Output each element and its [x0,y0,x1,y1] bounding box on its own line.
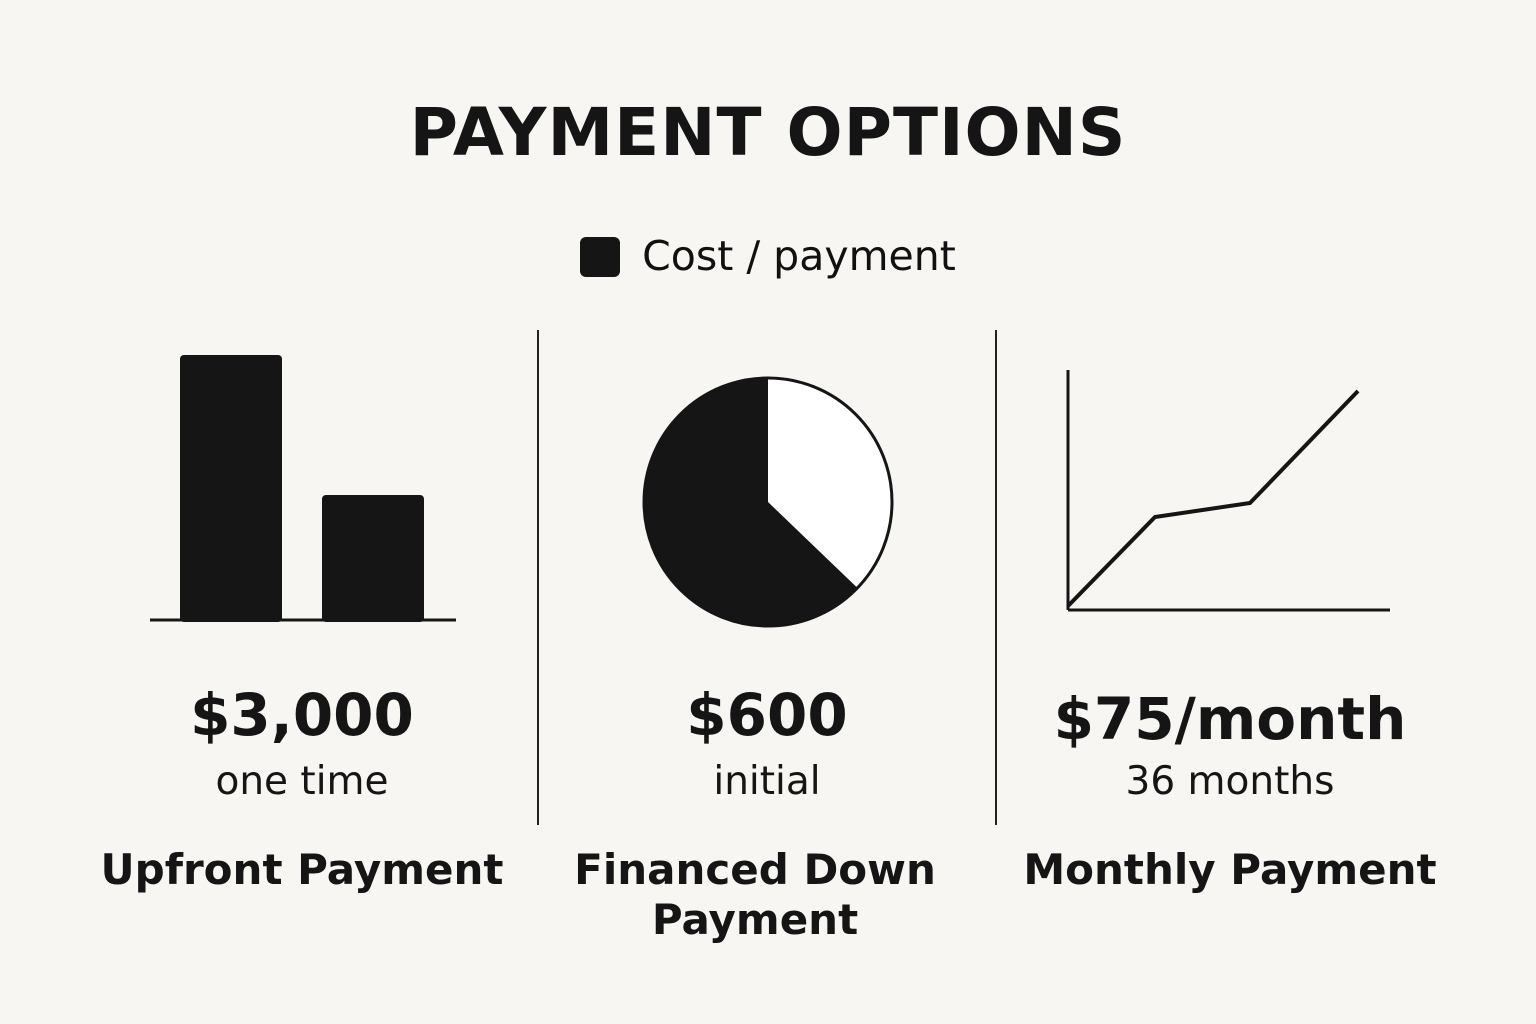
legend-label: Cost / payment [642,232,956,280]
option-name: Monthly Payment [1023,845,1437,894]
option-financed: $600 initial Financed Down Payment [560,0,974,1024]
bar-chart-icon-bar-tall [180,355,282,622]
legend-swatch [580,236,621,277]
option-amount: $75/month [1053,685,1407,753]
pie-chart-icon-filled-slice [643,377,858,626]
option-name: Upfront Payment [100,845,504,894]
option-amount: $600 [686,681,848,749]
divider-left [537,330,539,825]
bar-chart-icon [150,355,456,622]
line-chart-icon-trend [1066,389,1360,608]
option-monthly: $75/month 36 months Monthly Payment [1018,0,1442,1024]
option-amount: $3,000 [190,681,414,749]
legend: Cost / payment [0,236,1536,277]
page-title: PAYMENT OPTIONS [409,94,1127,171]
option-detail: 36 months [1125,759,1335,804]
option-detail: initial [713,759,821,804]
option-name-line2: Payment [651,895,859,944]
bar-chart-icon-bar-short [322,495,424,622]
option-detail: one time [215,759,389,804]
option-name-line1: Financed Down [574,845,936,894]
option-name: Financed Down Payment [548,845,962,945]
line-chart-icon [1066,370,1390,612]
divider-right [995,330,997,825]
option-upfront: $3,000 one time Upfront Payment [100,0,504,1024]
pie-chart-icon [642,376,894,628]
